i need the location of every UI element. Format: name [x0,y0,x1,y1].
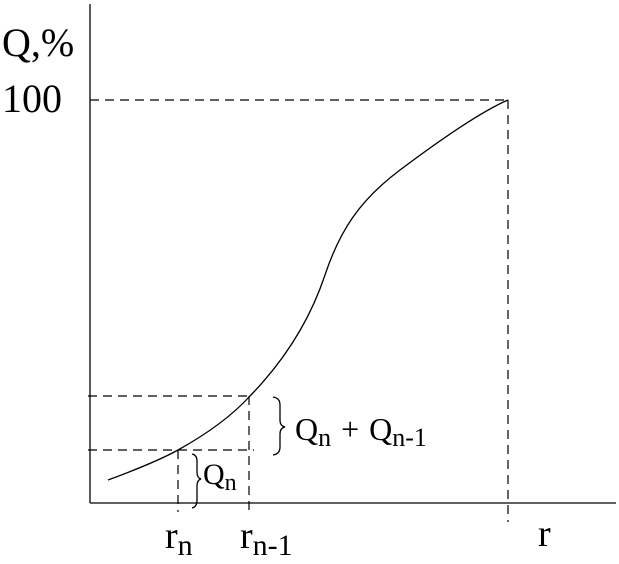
base: Q [369,411,392,447]
brace [272,396,286,456]
brace [191,453,202,509]
subscript: n-1 [253,529,293,562]
r-n-label: rn [165,515,193,562]
base: r [240,515,253,557]
base: Q [203,458,225,491]
subscript: n [225,470,237,496]
subscript: n [318,423,331,452]
q-n-label: Qn [203,458,237,496]
y-level-label: 100 [2,76,62,121]
curve [107,99,509,481]
x-axis-label: r [538,513,551,555]
base: Q [295,411,318,447]
subscript: n [178,529,193,562]
subscript: n-1 [392,423,427,452]
y-axis-label: Q,% [2,20,74,65]
r-n-1-label: rn-1 [240,515,293,562]
q-sum-label: Qn + Qn-1 [295,411,427,452]
base: r [165,515,178,557]
operator: + [341,411,359,447]
